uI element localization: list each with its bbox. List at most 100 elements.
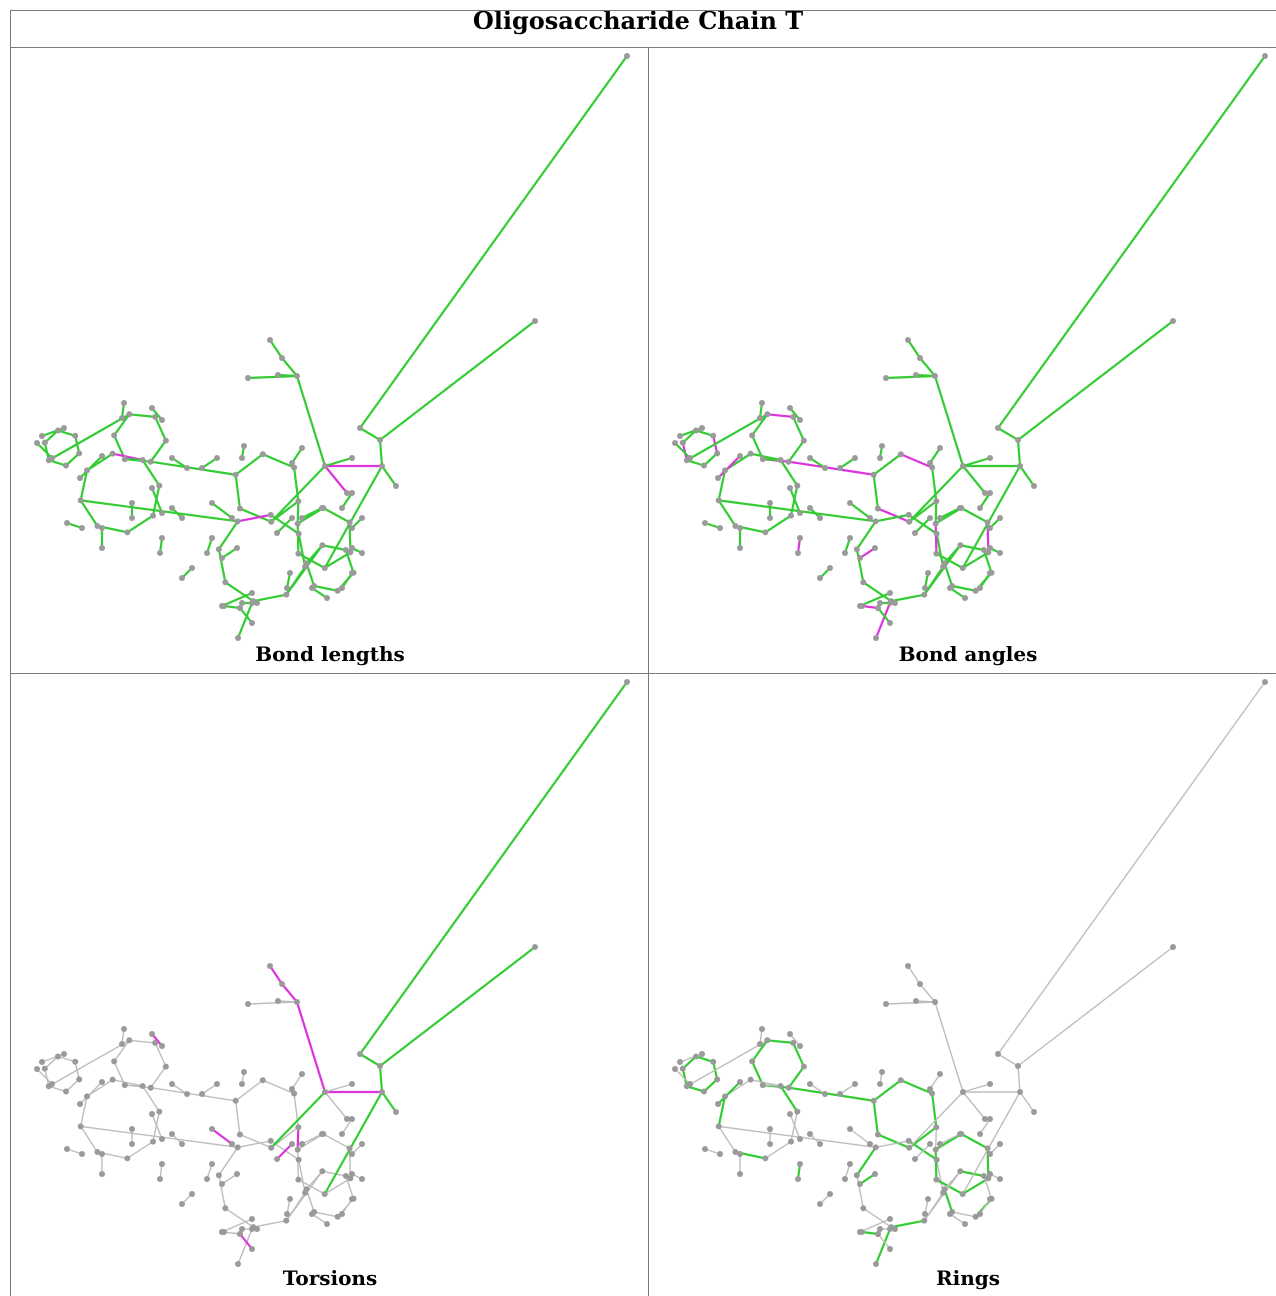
atom xyxy=(169,455,175,461)
atom xyxy=(929,464,936,471)
atom xyxy=(987,525,993,531)
atom xyxy=(295,530,302,537)
caption-bond-lengths: Bond lengths xyxy=(255,642,405,666)
atom xyxy=(732,1149,739,1156)
bond xyxy=(1017,320,1174,441)
bond xyxy=(296,1149,300,1180)
atom xyxy=(794,482,801,489)
atom xyxy=(807,1081,813,1087)
atom xyxy=(717,1151,723,1157)
bond xyxy=(301,1133,323,1145)
atom xyxy=(334,1213,341,1220)
bond xyxy=(935,1133,962,1151)
bond xyxy=(113,413,131,437)
bond xyxy=(154,1042,167,1067)
atom xyxy=(72,1058,79,1065)
bond xyxy=(788,487,802,514)
bond xyxy=(295,1001,327,1093)
atom xyxy=(349,1196,355,1202)
atom xyxy=(947,585,953,591)
atom xyxy=(149,1111,155,1117)
atom xyxy=(249,590,255,596)
atom xyxy=(219,1181,225,1187)
atom xyxy=(842,550,848,556)
atom xyxy=(807,1131,813,1137)
grid-middle-line xyxy=(10,673,1276,674)
bond xyxy=(277,1000,298,1003)
atom xyxy=(937,1071,943,1077)
atom xyxy=(189,565,195,571)
atom xyxy=(790,1039,797,1046)
atom xyxy=(687,1081,693,1087)
atom xyxy=(887,590,893,596)
atom xyxy=(693,427,700,434)
bond xyxy=(935,1159,944,1193)
atom xyxy=(34,1066,40,1072)
bond xyxy=(767,413,794,418)
bond xyxy=(141,459,161,487)
atom xyxy=(284,585,290,591)
atom xyxy=(852,1081,858,1087)
bond xyxy=(877,1233,891,1250)
atom xyxy=(759,1082,766,1089)
bond xyxy=(1019,1091,1035,1113)
atom xyxy=(873,635,879,641)
atom xyxy=(76,1076,83,1083)
bond xyxy=(281,357,298,377)
atom xyxy=(295,1176,302,1183)
atom xyxy=(883,375,889,381)
atom xyxy=(124,529,131,536)
bond xyxy=(951,584,976,592)
atom xyxy=(294,373,300,379)
atom xyxy=(221,1229,227,1235)
bond xyxy=(787,439,805,463)
atom xyxy=(927,515,933,521)
bond xyxy=(149,439,167,463)
bond xyxy=(237,513,271,523)
bond xyxy=(874,1228,892,1265)
bond xyxy=(270,465,326,523)
atom xyxy=(764,1037,771,1044)
bond xyxy=(933,375,965,467)
atom xyxy=(759,1026,765,1032)
atom xyxy=(295,1156,302,1163)
atom xyxy=(129,1126,135,1132)
bond xyxy=(171,457,188,469)
atom xyxy=(159,1043,165,1049)
bond xyxy=(296,1127,300,1150)
atom xyxy=(279,355,285,361)
atom xyxy=(346,1145,353,1152)
bond xyxy=(900,453,933,469)
atom xyxy=(299,515,305,521)
atom xyxy=(767,500,773,506)
bond xyxy=(80,1125,238,1149)
atom xyxy=(289,515,295,521)
bond xyxy=(296,501,300,524)
atom xyxy=(762,1155,769,1162)
atom xyxy=(857,1181,863,1187)
bond xyxy=(979,572,991,589)
grid-left-line xyxy=(10,10,11,1296)
atom xyxy=(883,1001,889,1007)
atom xyxy=(787,405,793,411)
atom xyxy=(229,1141,235,1147)
atom xyxy=(860,579,867,586)
bond xyxy=(997,427,1019,441)
atom xyxy=(150,512,157,519)
atom xyxy=(987,1196,993,1202)
bond xyxy=(324,1083,353,1093)
bond xyxy=(324,551,351,569)
bond xyxy=(341,1118,353,1135)
grid-title-line xyxy=(10,47,1276,48)
atom xyxy=(699,1051,705,1057)
bond xyxy=(788,1086,874,1102)
atom xyxy=(41,1065,48,1072)
bond xyxy=(872,474,879,509)
bond xyxy=(359,427,381,441)
atom xyxy=(159,510,165,516)
bond xyxy=(217,549,227,583)
atom xyxy=(677,1059,683,1065)
atom xyxy=(921,1217,928,1224)
atom xyxy=(867,515,873,521)
atom xyxy=(179,575,185,581)
